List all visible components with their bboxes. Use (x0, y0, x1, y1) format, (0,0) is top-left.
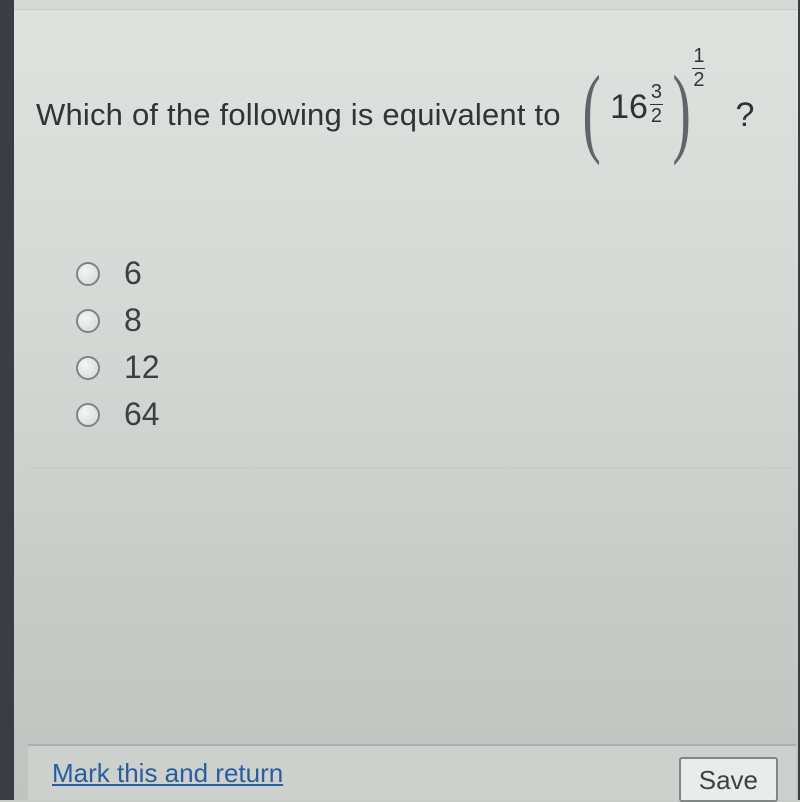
answer-choices: 6 8 12 64 (36, 255, 776, 433)
inner-exp-denominator: 2 (650, 106, 663, 127)
bottom-bar: Mark this and return Save (28, 744, 796, 800)
math-expression: ( 16 3 2 ) 1 2 (575, 70, 706, 160)
choice-label: 64 (124, 396, 160, 433)
quiz-frame: Which of the following is equivalent to … (0, 0, 800, 800)
left-paren-icon: ( (582, 66, 600, 156)
radio-icon[interactable] (76, 356, 100, 380)
choice-label: 6 (124, 255, 142, 292)
choice-row[interactable]: 6 (76, 255, 776, 292)
midline-divider (28, 468, 796, 469)
mark-and-return-link[interactable]: Mark this and return (52, 758, 283, 789)
radio-icon[interactable] (76, 262, 100, 286)
outer-exp-numerator: 1 (692, 46, 705, 67)
radio-icon[interactable] (76, 403, 100, 427)
outer-exp-denominator: 2 (692, 70, 705, 91)
top-strip (14, 0, 798, 10)
inner-exponent-fraction: 3 2 (650, 82, 663, 127)
right-paren-icon: ) (673, 66, 691, 156)
inner-power: 16 3 2 (608, 70, 665, 133)
question-area: Which of the following is equivalent to … (14, 10, 798, 433)
choice-row[interactable]: 12 (76, 349, 776, 386)
question-mark: ? (735, 96, 754, 135)
choice-row[interactable]: 8 (76, 302, 776, 339)
inner-exp-numerator: 3 (650, 82, 663, 103)
choice-label: 8 (124, 302, 142, 339)
base-number: 16 (610, 88, 648, 127)
question-row: Which of the following is equivalent to … (36, 70, 776, 160)
outer-exponent-fraction: 1 2 (692, 46, 705, 91)
question-stem: Which of the following is equivalent to (36, 97, 561, 133)
save-button[interactable]: Save (679, 757, 778, 802)
choice-label: 12 (124, 349, 160, 386)
radio-icon[interactable] (76, 309, 100, 333)
choice-row[interactable]: 64 (76, 396, 776, 433)
